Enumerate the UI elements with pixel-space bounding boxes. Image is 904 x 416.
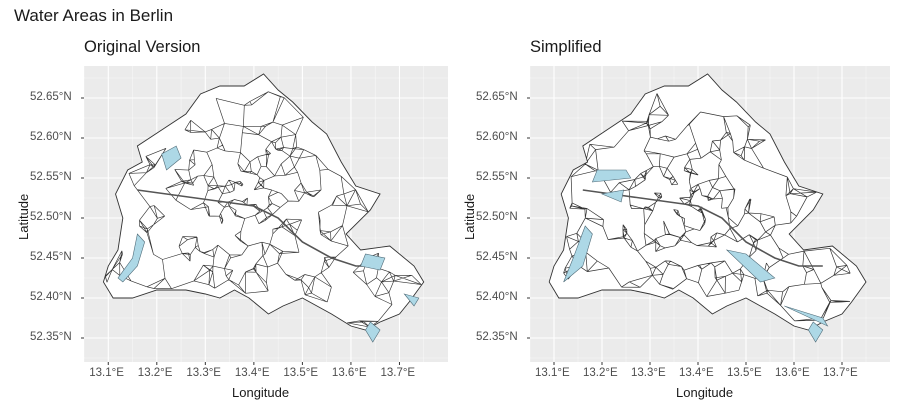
district-boundaries <box>105 91 422 328</box>
y-axis-title: Latitude <box>462 193 477 240</box>
water-area <box>591 169 632 183</box>
y-tick-label: 52.45°N <box>30 251 72 263</box>
x-tick-label: 13.4°E <box>679 367 714 379</box>
map-panel-simplified: Simplified Longitude Latitude 13.1°E 13.2… <box>452 0 904 416</box>
water-area <box>403 293 420 307</box>
x-tick-label: 13.2°E <box>583 367 618 379</box>
water-area <box>360 253 386 271</box>
x-tick-label: 13.4°E <box>234 367 270 379</box>
y-tick-label: 52.55°N <box>30 171 72 183</box>
x-axis-title: Longitude <box>232 385 290 400</box>
x-tick-label: 13.5°E <box>283 367 319 379</box>
x-tick-label: 13.3°E <box>631 367 666 379</box>
y-tick-label: 52.40°N <box>30 291 72 303</box>
x-tick-label: 13.2°E <box>137 367 173 379</box>
y-tick-label: 52.50°N <box>30 211 72 223</box>
water-area <box>725 249 776 283</box>
y-tick-label: 52.60°N <box>30 131 72 143</box>
y-tick-label: 52.35°N <box>476 331 518 343</box>
y-tick-label: 52.40°N <box>476 291 518 303</box>
water-area <box>784 305 829 327</box>
district-edges <box>563 93 851 322</box>
figure-title: Water Areas in Berlin <box>14 6 174 25</box>
y-tick-label: 52.35°N <box>30 331 72 343</box>
panel-title: Original Version <box>84 38 201 56</box>
x-tick-label: 13.5°E <box>727 367 762 379</box>
y-tick-label: 52.45°N <box>476 251 518 263</box>
water-area <box>600 189 624 203</box>
x-tick-label: 13.3°E <box>186 367 221 379</box>
x-tick-label: 13.7°E <box>823 367 858 379</box>
x-tick-label: 13.7°E <box>380 367 416 379</box>
x-tick-label: 13.1°E <box>89 367 124 379</box>
water-area <box>161 145 182 171</box>
berlin-outline <box>548 73 867 331</box>
y-tick-label: 52.65°N <box>476 91 518 103</box>
y-axis-title: Latitude <box>16 193 31 240</box>
map-plot-original <box>81 66 448 365</box>
y-tick-label: 52.50°N <box>476 211 518 223</box>
x-tick-label: 13.6°E <box>775 367 810 379</box>
water-area <box>563 225 593 283</box>
x-tick-label: 13.1°E <box>535 367 570 379</box>
map-panel-original: Original Version Longitude Latitude 13.1… <box>16 38 448 400</box>
water-area <box>117 233 146 283</box>
water-area <box>808 321 824 343</box>
spree-river <box>137 189 381 267</box>
x-axis-title: Longitude <box>676 385 734 400</box>
district-edges <box>105 91 422 328</box>
water-area <box>365 321 381 343</box>
district-boundaries <box>563 93 851 322</box>
x-tick-label: 13.6°E <box>331 367 367 379</box>
berlin-outline <box>102 73 425 331</box>
panel-title: Simplified <box>530 38 602 56</box>
y-tick-label: 52.60°N <box>476 131 518 143</box>
y-tick-label: 52.65°N <box>30 91 72 103</box>
spree-river <box>582 189 823 267</box>
y-tick-label: 52.55°N <box>476 171 518 183</box>
map-plot-simplified <box>527 66 890 365</box>
